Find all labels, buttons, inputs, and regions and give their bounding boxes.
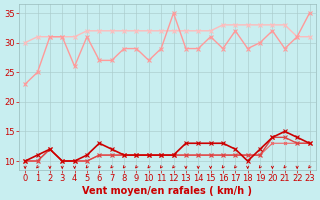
X-axis label: Vent moyen/en rafales ( km/h ): Vent moyen/en rafales ( km/h ) [82, 186, 252, 196]
